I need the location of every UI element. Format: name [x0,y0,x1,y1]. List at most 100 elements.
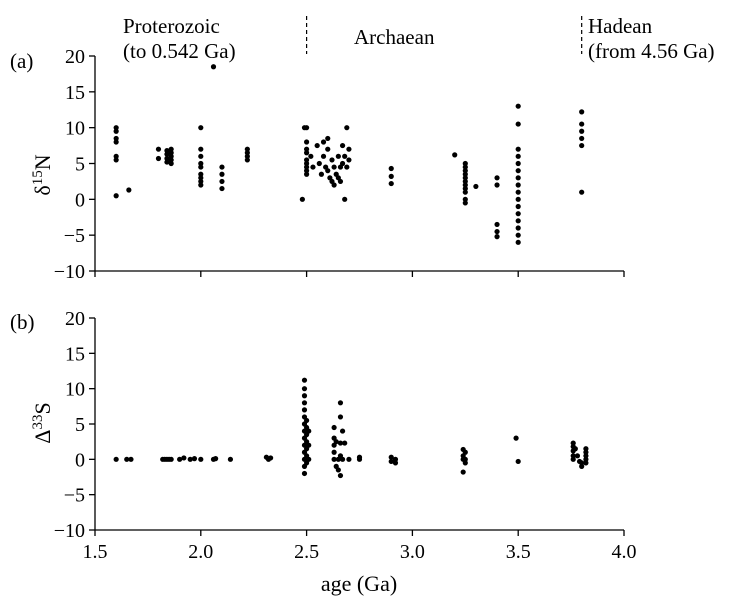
data-point [187,456,193,462]
data-point [304,168,310,174]
data-point [227,456,234,462]
data-point [164,155,170,162]
panel-b-ylabel: Δ33S [30,402,55,443]
data-point [515,146,521,152]
data-point [219,171,225,177]
y-tick-label: −10 [54,520,85,542]
data-point [333,439,339,445]
data-point [388,180,394,187]
data-point [113,128,119,134]
data-point [494,182,500,188]
data-point [515,218,521,224]
data-point [515,196,521,202]
data-point [219,164,225,170]
data-point [462,175,468,181]
data-point [344,164,350,170]
data-point [462,200,468,206]
data-point [168,153,174,159]
data-point [515,168,521,174]
data-point [198,153,204,159]
data-point [210,64,217,70]
data-point [177,456,183,462]
data-point [331,424,337,431]
data-point [325,146,331,152]
data-point [337,472,344,479]
data-point [314,142,320,149]
y-tick-label: 15 [65,343,85,365]
data-point [124,456,130,462]
data-point [244,153,250,159]
data-point [515,175,521,181]
data-point [462,171,468,177]
data-point [325,168,331,174]
data-point [213,456,219,462]
data-point [462,164,468,170]
data-point [244,150,250,156]
y-tick-label: 20 [65,308,85,330]
data-point [301,407,308,413]
x-tick-label: 2.5 [294,541,319,563]
data-point [304,164,310,170]
data-point [388,173,394,179]
data-point [579,189,585,195]
panel-a-label: (a) [10,49,33,73]
data-point [344,125,350,131]
data-point [301,470,308,477]
data-point [219,178,225,185]
data-point [320,139,327,145]
data-point [513,435,519,441]
data-point [113,135,119,142]
data-point [515,182,521,188]
data-point [219,185,225,192]
data-point [316,160,322,167]
data-point [515,211,521,217]
panel-a-points [113,64,585,245]
data-point [574,453,581,459]
data-point [268,455,274,461]
data-point [452,152,458,158]
data-point [301,400,308,406]
data-point [339,428,346,434]
data-point [462,185,468,192]
data-point [155,146,162,152]
era-archaean: Archaean [354,25,435,49]
data-point [346,157,352,163]
x-tick-label: 3.5 [506,541,531,563]
data-point [168,456,174,462]
data-point [198,175,204,181]
data-point [310,164,316,170]
data-point [494,175,500,181]
data-point [113,157,119,163]
data-point [168,150,174,156]
data-point [198,182,204,188]
data-point [329,157,335,163]
data-point [356,456,363,462]
data-point [462,182,468,188]
data-point [335,467,341,473]
data-point [335,153,341,159]
data-point [198,164,204,170]
data-point [181,455,187,461]
data-point [494,234,500,240]
data-point [198,125,204,131]
data-point [460,469,466,475]
era-boundaries [306,16,583,54]
data-point [325,135,331,142]
data-point [473,183,479,190]
data-point [168,160,174,167]
data-point [320,153,327,159]
data-point [244,146,250,152]
data-point [388,458,394,465]
y-tick-label: 10 [65,118,85,140]
data-point [304,146,310,152]
data-point [342,153,348,159]
data-point [346,456,352,462]
data-point [113,193,119,199]
data-point [515,189,521,195]
data-point [342,440,348,446]
data-point [306,442,312,448]
data-point [331,164,337,170]
panel-a: (a) δ15N −10 −5 0 5 10 15 20 [10,46,625,283]
x-tick-label: 1.5 [83,541,108,563]
